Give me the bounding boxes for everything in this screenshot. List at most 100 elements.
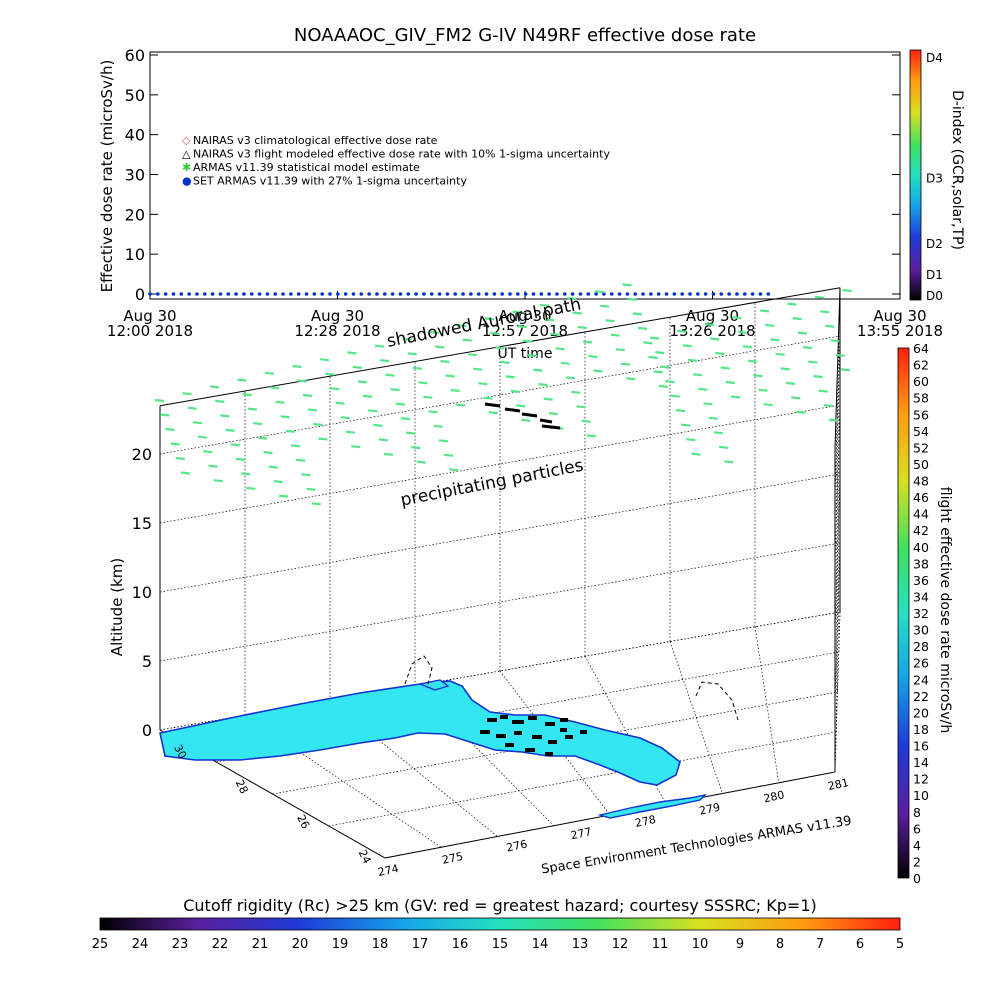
cutoff-rigidity-colorbar: Cutoff rigidity (Rc) >25 km (GV: red = g…: [92, 896, 904, 952]
particle-mark: [571, 390, 581, 394]
series-point: [672, 292, 677, 296]
series-point: [641, 292, 645, 296]
particle-mark: [715, 351, 725, 356]
particle-mark: [505, 375, 515, 379]
particle-mark: [533, 368, 543, 372]
series-point: [469, 292, 473, 296]
particle-mark: [655, 351, 665, 355]
series-point: [562, 292, 567, 296]
particle-mark: [510, 389, 521, 393]
particle-mark: [581, 419, 591, 423]
particle-mark: [615, 348, 625, 352]
particle-mark: [840, 368, 851, 372]
series-point: [547, 292, 551, 296]
particle-mark: [411, 446, 421, 450]
florida-landmass: [159, 679, 708, 819]
particle-mark: [670, 394, 680, 398]
series-point: [680, 292, 684, 296]
series-point: [500, 292, 504, 296]
altitude-tick-label: 5: [142, 652, 152, 671]
particle-mark: [483, 396, 493, 400]
particle-mark: [495, 346, 505, 350]
cutoff-rigidity-tick-label: 16: [452, 937, 469, 952]
grid-line: [834, 542, 841, 704]
particle-mark: [318, 437, 328, 441]
flight-dose-tick-label: 2: [913, 854, 921, 869]
y-tick-label: 50: [125, 86, 145, 105]
particle-mark: [330, 387, 340, 391]
longitude-tick-label: 279: [698, 801, 721, 818]
particle-mark: [758, 388, 768, 392]
particle-mark: [443, 453, 454, 457]
series-point: [163, 292, 168, 296]
cutoff-rigidity-tick-label: 18: [372, 937, 389, 952]
legend-symbol: ✱: [182, 161, 191, 174]
particle-mark: [407, 352, 417, 356]
aurora-particles: [154, 283, 852, 506]
particle-mark: [765, 323, 775, 327]
series-point: [320, 292, 324, 296]
particle-mark: [610, 333, 620, 337]
cutoff-rigidity-title: Cutoff rigidity (Rc) >25 km (GV: red = g…: [183, 896, 817, 915]
particle-mark: [763, 403, 773, 407]
particle-mark: [710, 337, 720, 341]
particle-mark: [292, 364, 302, 369]
particle-mark: [725, 380, 735, 385]
particle-mark: [770, 338, 780, 342]
longitude-tick-label: 274: [377, 862, 400, 879]
series-point: [414, 292, 418, 296]
legend-symbol: ◇: [182, 134, 191, 147]
particle-mark: [724, 460, 734, 464]
latitude-tick-label: 28: [233, 778, 251, 796]
cutoff-rigidity-tick-label: 5: [896, 937, 904, 952]
particle-mark: [440, 359, 450, 364]
particle-mark: [213, 479, 223, 483]
particle-mark: [527, 354, 538, 358]
particle-mark: [368, 409, 378, 413]
particle-mark: [742, 345, 753, 349]
series-point: [304, 292, 309, 296]
y-axis-label: Effective dose rate (microSv/h): [98, 60, 116, 293]
series-point: [461, 292, 465, 296]
particle-mark: [435, 345, 445, 349]
series-point: [429, 292, 434, 296]
cutoff-rigidity-tick-label: 17: [412, 937, 429, 952]
particle-mark: [792, 317, 802, 321]
particle-mark: [555, 347, 565, 351]
series-point: [257, 292, 262, 296]
particle-mark: [347, 351, 357, 355]
cutoff-rigidity-tick-label: 23: [172, 937, 189, 952]
particle-mark: [677, 329, 687, 333]
flight-dose-tick-label: 36: [913, 573, 929, 588]
series-point: [359, 292, 364, 296]
particle-mark: [660, 365, 670, 369]
particle-mark: [462, 338, 472, 342]
credit-label: Space Environment Technologies ARMAS v11…: [540, 814, 852, 878]
particle-mark: [521, 418, 531, 422]
shadowed-track: [484, 402, 561, 430]
grid-line: [834, 473, 841, 635]
series-point: [578, 292, 583, 296]
particle-mark: [264, 371, 275, 375]
flight-dose-tick-label: 16: [913, 739, 929, 754]
series-point: [766, 292, 771, 296]
series-point: [210, 292, 215, 296]
latitude-tick-label: 30: [171, 743, 189, 761]
x-tick-label-time: 13:55 2018: [857, 322, 943, 340]
3d-grid: [159, 287, 841, 859]
flight-dose-tick-label: 20: [913, 705, 929, 720]
particle-mark: [270, 386, 280, 390]
series-point: [367, 292, 371, 296]
series-point: [476, 292, 481, 296]
legend-label: NAIRAS v3 flight modeled effective dose …: [193, 148, 610, 161]
flight-dose-tick-label: 38: [913, 556, 929, 571]
cutoff-rigidity-tick-label: 24: [132, 937, 149, 952]
x-tick-label-date: Aug 30: [311, 307, 364, 325]
x-tick-label-date: Aug 30: [686, 307, 739, 325]
grid-line: [159, 542, 841, 662]
series-point: [735, 292, 739, 296]
x-tick-label-date: Aug 30: [873, 307, 926, 325]
legend-symbol: △: [182, 148, 191, 161]
d-index-tick-label: D2: [926, 237, 943, 251]
